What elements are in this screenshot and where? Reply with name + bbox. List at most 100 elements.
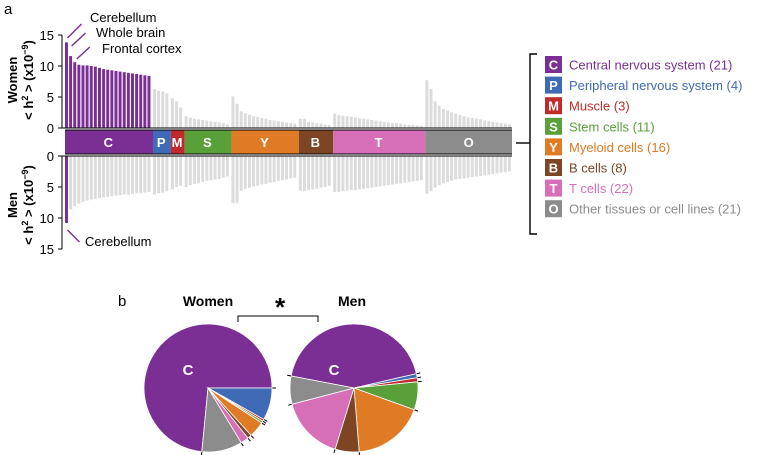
legend-code: C (549, 58, 559, 73)
men-bar-B-3 (307, 156, 311, 191)
women-bar-C-2 (69, 56, 73, 128)
women-bar-C-8 (93, 66, 97, 128)
women-y-label-title: Women (5, 57, 20, 104)
men-bar-O-9 (458, 156, 462, 179)
women-bar-O-1 (425, 80, 429, 128)
pie-tick (263, 418, 268, 422)
men-bar-Y-11 (272, 156, 276, 183)
women-bar-Y-5 (247, 114, 251, 128)
pie-tick (247, 437, 251, 442)
men-bar-C-2 (69, 156, 73, 210)
women-bar-C-11 (106, 69, 110, 128)
men-bar-T-7 (357, 156, 361, 190)
men-bar-T-5 (349, 156, 353, 191)
pie-women: C Women (143, 293, 276, 455)
men-bar-O-7 (450, 156, 454, 181)
legend-code: P (549, 78, 558, 93)
women-bar-C-9 (98, 67, 101, 128)
women-bar-Y-2 (235, 103, 239, 128)
men-bar-T-22 (419, 156, 423, 181)
women-bar-Y-11 (272, 120, 276, 128)
men-bar-T-17 (399, 156, 403, 184)
legend-label: Peripheral nervous system (4) (569, 78, 742, 93)
band-label-Y: Y (260, 135, 269, 150)
pie-tick (250, 435, 255, 439)
women-bar-M-1 (170, 98, 174, 128)
men-bar-S-4 (197, 156, 201, 184)
legend-label: Myeloid cells (16) (569, 140, 670, 155)
women-bar-T-22 (419, 126, 423, 128)
men-bar-O-12 (470, 156, 474, 178)
men-bar-C-15 (122, 156, 126, 195)
men-bar-Y-3 (239, 156, 243, 191)
women-bar-C-21 (147, 75, 151, 128)
significance-bracket (237, 315, 319, 322)
women-bar-C-15 (122, 72, 126, 128)
women-bar-Y-7 (256, 116, 260, 128)
annotation-line (66, 229, 81, 243)
pie-title: Women (183, 293, 233, 309)
women-bar-T-14 (386, 122, 390, 128)
men-y-label-units: < h2 > (x10−9) (20, 165, 36, 245)
men-bar-P-3 (161, 156, 165, 193)
women-bar-C-12 (110, 70, 114, 128)
legend-item-O: O Other tissues or cell lines (21) (545, 200, 741, 218)
women-bar-Y-9 (264, 118, 268, 128)
top-tick-label: 0 (47, 121, 54, 136)
bottom-tick-label: 10 (40, 211, 54, 226)
men-bar-T-11 (374, 156, 378, 187)
men-bar-O-10 (462, 156, 466, 179)
women-bar-C-6 (85, 65, 89, 128)
women-bar-O-8 (454, 113, 458, 128)
panel-label-a: a (4, 1, 13, 18)
women-bar-O-20 (503, 123, 507, 128)
legend-label: Muscle (3) (569, 99, 630, 114)
men-bar-B-2 (302, 156, 306, 191)
legend-item-B: B B cells (8) (545, 159, 627, 176)
legend-item-Y: Y Myeloid cells (16) (545, 138, 670, 156)
legend-label: B cells (8) (569, 161, 627, 176)
legend-swatch (545, 97, 562, 115)
men-bar-C-7 (89, 156, 93, 200)
men-bar-B-1 (298, 156, 302, 191)
men-bar-T-18 (403, 156, 407, 183)
women-bar-C-4 (77, 64, 81, 128)
pie-tick (262, 420, 267, 424)
top-tick-label: 15 (40, 28, 54, 43)
band-segment-M (170, 130, 185, 154)
women-bar-O-18 (495, 122, 499, 128)
women-bar-S-8 (213, 121, 217, 128)
women-bar-B-2 (302, 118, 306, 128)
legend-label: Stem cells (11) (569, 119, 655, 134)
band-segment-B (298, 130, 334, 154)
men-bar-Y-7 (256, 156, 260, 186)
women-bar-C-20 (143, 75, 147, 128)
women-bar-C-16 (126, 72, 130, 128)
legend-code: S (549, 119, 558, 134)
label-superscript: 2 (20, 96, 30, 101)
men-bar-B-5 (315, 156, 319, 189)
men-bar-S-9 (217, 156, 221, 179)
band-segment-S (184, 130, 232, 154)
women-bar-S-3 (192, 118, 196, 128)
women-bar-O-9 (458, 114, 462, 128)
band-label-P: P (157, 135, 166, 150)
women-bar-O-13 (474, 118, 478, 128)
label-superscript: −9 (20, 45, 30, 55)
pie-center-label: C (183, 362, 194, 379)
men-bar-O-2 (429, 156, 433, 192)
pie-tick (333, 449, 336, 454)
men-bar-Y-4 (243, 156, 247, 189)
men-bar-Y-13 (280, 156, 284, 181)
annotation-cerebellum-women: Cerebellum (90, 10, 156, 25)
women-bar-S-5 (201, 119, 205, 128)
women-bar-O-15 (483, 120, 487, 128)
men-bar-T-20 (411, 156, 415, 182)
label-part: > (x10 (21, 55, 36, 96)
legend: C Central nervous system (21) P Peripheral … (516, 53, 742, 235)
women-bar-T-19 (407, 124, 411, 128)
legend-item-P: P Peripheral nervous system (4) (545, 76, 742, 94)
men-bar-B-4 (311, 156, 315, 190)
